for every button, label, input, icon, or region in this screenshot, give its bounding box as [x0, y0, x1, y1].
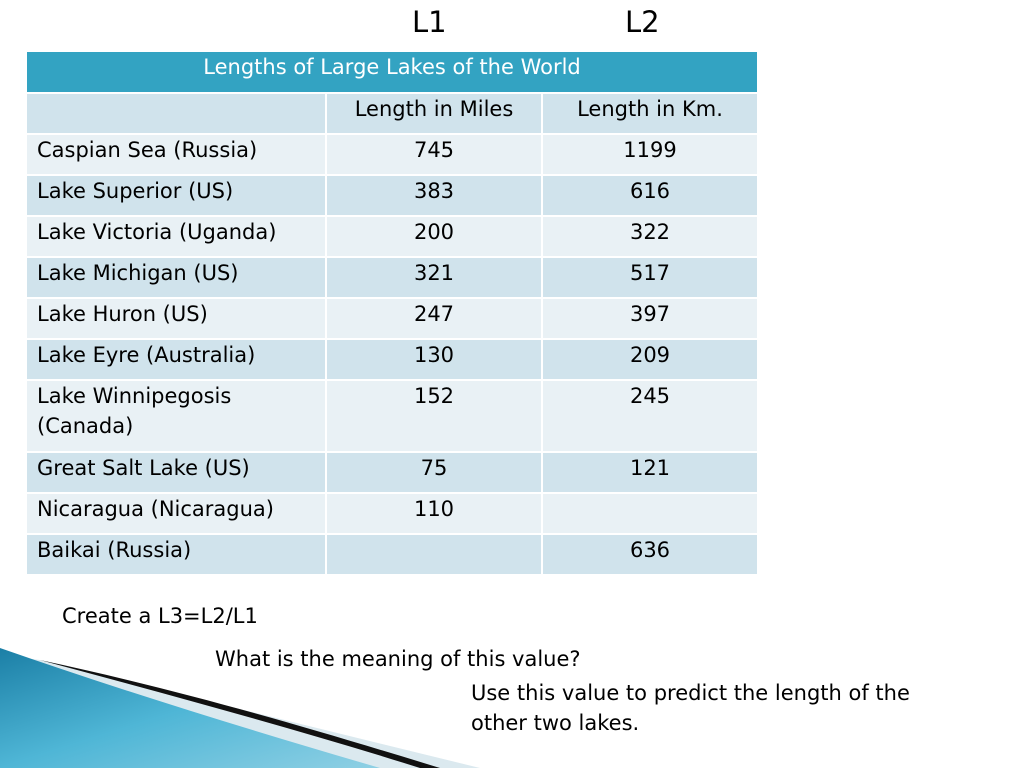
lake-name: Nicaragua (Nicaragua): [25, 492, 327, 535]
table-row: Baikai (Russia) 636: [25, 533, 760, 576]
table-title-row: Lengths of Large Lakes of the World: [24, 50, 760, 94]
lake-miles: 321: [325, 256, 543, 299]
table-row: Lake Victoria (Uganda) 200 322: [25, 215, 760, 258]
lake-miles: 745: [325, 133, 543, 176]
lake-km: 397: [540, 297, 760, 340]
lake-name: Lake Victoria (Uganda): [25, 215, 327, 258]
table-row: Lake Superior (US) 383 616: [25, 174, 760, 217]
header-miles: Length in Miles: [325, 92, 543, 135]
lake-name: Lake Eyre (Australia): [25, 338, 327, 381]
lake-miles: 110: [325, 492, 543, 535]
swoosh-blue-band: [0, 648, 380, 768]
instruction-predict-lengths: Use this value to predict the length of …: [471, 681, 910, 735]
table-row: Caspian Sea (Russia) 745 1199: [25, 133, 760, 176]
table-row: Nicaragua (Nicaragua) 110: [25, 492, 760, 535]
lakes-table: Lengths of Large Lakes of the World Leng…: [24, 50, 760, 576]
lake-km: 322: [540, 215, 760, 258]
lake-name: Lake Superior (US): [25, 174, 327, 217]
lake-km: 121: [540, 451, 760, 494]
lake-name: Great Salt Lake (US): [25, 451, 327, 494]
lake-km: 245: [540, 379, 760, 453]
lake-miles: 152: [325, 379, 543, 453]
lake-km: 517: [540, 256, 760, 299]
lake-km: 209: [540, 338, 760, 381]
lake-miles: 200: [325, 215, 543, 258]
lake-miles: [325, 533, 543, 576]
lake-miles: 130: [325, 338, 543, 381]
instruction-meaning-question: What is the meaning of this value?: [215, 647, 581, 671]
header-km: Length in Km.: [540, 92, 760, 135]
lake-miles: 75: [325, 451, 543, 494]
table-row: Lake Michigan (US) 321 517: [25, 256, 760, 299]
swoosh-dark-stroke: [40, 660, 440, 768]
table-header-row: Length in Miles Length in Km.: [25, 92, 760, 135]
table-row: Great Salt Lake (US) 75 121: [25, 451, 760, 494]
lake-name: Baikai (Russia): [25, 533, 327, 576]
lake-km: [540, 492, 760, 535]
lake-name: Lake Huron (US): [25, 297, 327, 340]
lake-km: 616: [540, 174, 760, 217]
column-label-l1: L1: [412, 5, 447, 39]
lake-name: Lake Winnipegosis (Canada): [25, 379, 327, 453]
table-title: Lengths of Large Lakes of the World: [24, 50, 760, 94]
table-row: Lake Eyre (Australia) 130 209: [25, 338, 760, 381]
instruction-create-l3: Create a L3=L2/L1: [62, 604, 258, 628]
lake-name: Lake Michigan (US): [25, 256, 327, 299]
table-row: Lake Huron (US) 247 397: [25, 297, 760, 340]
lake-km: 636: [540, 533, 760, 576]
header-lake: [25, 92, 327, 135]
lake-km: 1199: [540, 133, 760, 176]
lake-name: Caspian Sea (Russia): [25, 133, 327, 176]
table-row: Lake Winnipegosis (Canada) 152 245: [25, 379, 760, 453]
column-label-l2: L2: [625, 5, 660, 39]
lake-miles: 247: [325, 297, 543, 340]
lake-miles: 383: [325, 174, 543, 217]
